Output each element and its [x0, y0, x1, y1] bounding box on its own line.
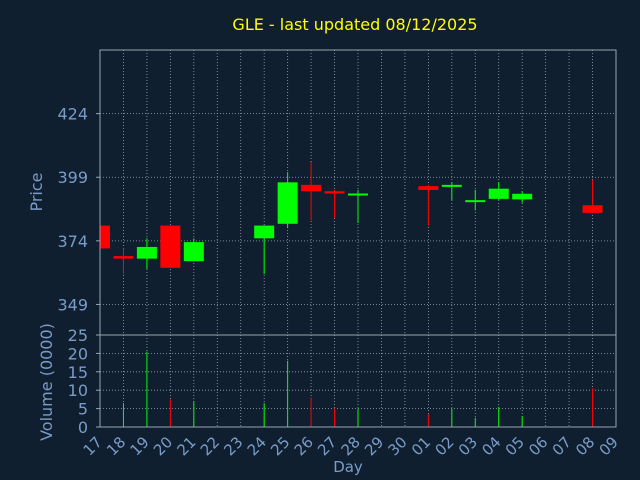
candle-body [183, 242, 204, 262]
price-tick-label: 424 [57, 105, 88, 124]
candle-body [100, 225, 110, 249]
candle [324, 189, 345, 218]
candle-body [348, 193, 368, 196]
candle-body [512, 193, 533, 200]
candle-body [441, 184, 462, 187]
candle-body [254, 225, 275, 239]
volume-tick-label: 0 [78, 418, 88, 437]
chart-title: GLE - last updated 08/12/2025 [232, 15, 477, 34]
candle-body [582, 205, 603, 213]
candle-body [113, 256, 134, 259]
candle [488, 182, 509, 201]
candle-body [324, 191, 345, 194]
price-grid [99, 50, 617, 335]
volume-tick-label: 10 [68, 381, 88, 400]
candle-body [277, 182, 298, 224]
price-tick-label: 399 [57, 168, 88, 187]
x-axis-label: Day [333, 458, 363, 476]
candle [277, 172, 298, 229]
candle [512, 191, 533, 203]
volume-bars [99, 351, 594, 427]
candle [418, 184, 439, 226]
volume-tick-label: 5 [78, 400, 88, 419]
candle [113, 248, 134, 274]
candle [99, 225, 110, 249]
volume-frame [99, 334, 617, 428]
candle [465, 189, 486, 211]
price-axis-label: Price [27, 172, 46, 211]
candle [348, 189, 368, 224]
price-tick-label: 374 [57, 232, 88, 251]
candle [136, 238, 157, 269]
candle [441, 182, 462, 201]
volume-axis-label: Volume (0000) [37, 323, 56, 441]
candle [301, 161, 322, 221]
candle [582, 179, 603, 213]
candle-body [160, 225, 181, 268]
candle-body [465, 200, 486, 203]
price-panel: 349 374 399 424 Price [27, 49, 617, 336]
volume-tick-label: 20 [68, 344, 88, 363]
volume-tick-label: 25 [68, 326, 88, 345]
candle-body [418, 186, 439, 190]
candle [183, 238, 204, 262]
candle-body [488, 188, 509, 199]
candle-body [136, 246, 157, 259]
candle [160, 225, 181, 268]
volume-tick-label: 15 [68, 363, 88, 382]
price-candles [99, 161, 603, 274]
price-y-ticks: 349 374 399 424 [57, 105, 100, 314]
candle-body [301, 184, 322, 192]
price-tick-label: 349 [57, 295, 88, 314]
x-tick-labels: 1718192021222324252627282930010203040506… [80, 433, 622, 459]
candle [254, 225, 275, 274]
